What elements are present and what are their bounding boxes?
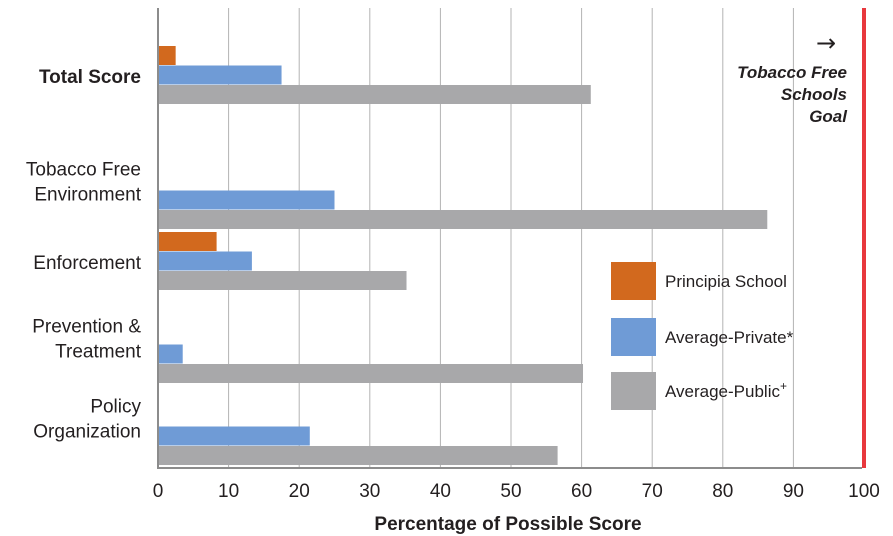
x-tick-label-20: 20 [289,481,310,502]
category-label: Treatment [55,342,142,363]
goal-label-line: Schools [781,85,847,104]
bar-1-3 [158,344,183,364]
bar-2-1 [158,210,768,229]
goal-label-line: Tobacco Free [737,63,847,82]
x-tick-label-50: 50 [500,481,521,502]
legend-label-2: Average-Public+ [665,379,787,401]
category-label: Enforcement [33,253,141,274]
x-tick-label-30: 30 [359,481,380,502]
goal-arrow-icon: → [816,29,836,57]
x-tick-label-80: 80 [712,481,733,502]
legend-label-0: Principia School [665,272,787,291]
grid-lines [228,8,794,468]
legend-label-1: Average-Private* [665,328,794,347]
bars [158,46,768,465]
category-label: Policy [90,397,141,418]
category-label: Total Score [39,67,141,88]
category-label: Environment [34,185,141,206]
bar-2-3 [158,364,584,383]
bar-0-2 [158,232,217,251]
x-tick-labels: 0 10 20 30 40 50 60 70 80 90 100 [153,481,880,502]
x-tick-label-40: 40 [430,481,451,502]
category-labels: Total Score Tobacco Free Environment Enforc… [26,67,142,443]
x-tick-label-0: 0 [153,481,164,502]
bar-1-1 [158,190,335,210]
bar-2-2 [158,271,407,290]
bar-1-4 [158,426,310,446]
axes [157,8,862,469]
legend-swatch-0 [611,262,656,300]
goal-label-line: Goal [809,107,848,126]
x-tick-label-10: 10 [218,481,239,502]
bar-2-0 [158,85,591,104]
x-tick-label-100: 100 [848,481,880,502]
goal-marker: → Tobacco Free Schools Goal [737,8,866,468]
x-tick-label-70: 70 [642,481,663,502]
bar-2-4 [158,446,558,465]
x-tick-label-90: 90 [783,481,804,502]
bar-0-0 [158,46,176,65]
legend: Principia School Average-Private* Average-… [611,262,794,410]
legend-swatch-2 [611,372,656,410]
category-label: Prevention & [32,317,141,338]
bar-1-0 [158,65,282,85]
category-label: Tobacco Free [26,160,141,181]
x-tick-label-60: 60 [571,481,592,502]
x-axis-title: Percentage of Possible Score [374,514,641,535]
legend-swatch-1 [611,318,656,356]
bar-1-2 [158,251,252,271]
category-label: Organization [33,422,141,443]
